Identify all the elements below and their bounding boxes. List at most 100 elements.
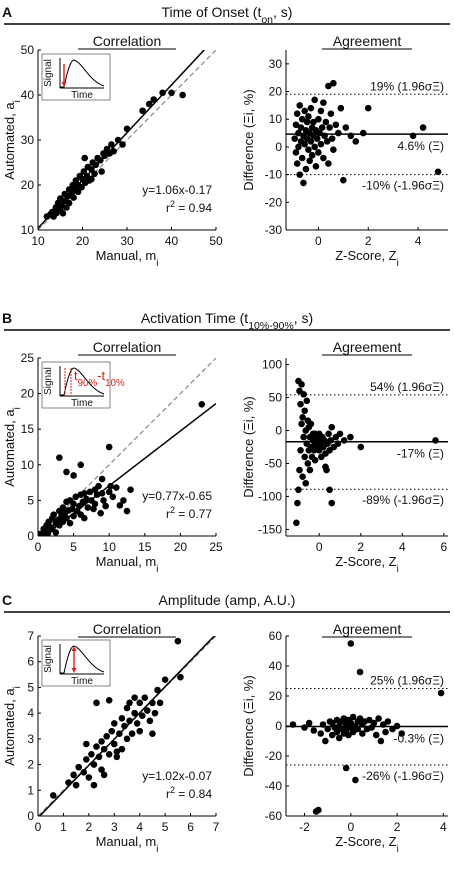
inset-arrow-head [61, 82, 67, 87]
correlation-point [119, 141, 126, 148]
x-tick-label: 5 [162, 820, 169, 834]
agreement-point [298, 420, 305, 428]
correlation-point [136, 727, 144, 735]
agreement-point [318, 124, 326, 131]
agreement-point [322, 118, 330, 126]
fit-equation: y=1.02x-0.07 [142, 769, 212, 783]
correlation-point [146, 717, 154, 725]
agreement-point [359, 129, 367, 137]
correlation-point [90, 781, 98, 789]
correlation-point [121, 722, 128, 730]
panel-title: Time of Onset (ton, s) [162, 4, 293, 26]
agreement-point [311, 430, 319, 438]
y-tick-label: 5 [27, 493, 34, 507]
correlation-point [113, 748, 121, 756]
correlation-point [78, 183, 85, 191]
agreement-point [336, 430, 344, 438]
agreement-point [298, 115, 306, 123]
agreement-point [306, 466, 314, 474]
agreement-point [342, 124, 350, 131]
x-tick-label: 6 [187, 820, 194, 834]
inset-diagram: Signal Time [41, 53, 111, 101]
y-tick-label: 15 [21, 422, 35, 436]
agreement-point [297, 124, 305, 131]
agreement-point [306, 157, 313, 165]
agreement-point [359, 730, 366, 737]
agreement-point [334, 440, 342, 448]
x-tick-label: 3 [111, 820, 118, 834]
agreement-point [323, 138, 331, 145]
correlation-plot: Correlation 0 5 10 15 20 25 0 5 10 15 20 25 Manual, m… [2, 339, 223, 575]
correlation-point [116, 730, 123, 738]
correlation-plot: Correlation 0 1 2 3 4 5 6 7 0 1 2 3 4 5 6 7 Manual, mi Aut… [2, 621, 220, 855]
agreement-point [432, 437, 439, 444]
x-tick-label: 25 [209, 540, 223, 554]
agreement-point [307, 138, 315, 145]
correlation-point [70, 512, 77, 520]
correlation-point [120, 497, 127, 504]
upper-limit-label: 25% (1.96σΞ) [370, 674, 444, 688]
correlation-point [161, 676, 169, 684]
agreement-point [328, 423, 335, 431]
panel-B: B Activation Time (t10%-90%, s) Correlatio… [2, 310, 450, 575]
y-tick-label: 10 [21, 458, 35, 472]
agreement-point [324, 725, 331, 733]
mean-label: -0.3% (Ξ) [394, 731, 444, 745]
agreement-area [286, 640, 448, 815]
agreement-point [398, 730, 406, 737]
x-tick-label: 0 [315, 234, 322, 248]
x-tick-label: 5 [70, 540, 77, 554]
correlation-point [63, 468, 70, 476]
x-tick-label: 0 [316, 540, 323, 554]
agreement-point [292, 121, 300, 129]
y-tick-label: -40 [265, 779, 283, 793]
agreement-plot: Agreement 0 2 4 -30 -20 -10 0 10 20 30 Z-Score, Zi D… [241, 33, 448, 269]
y-tick-label: 60 [269, 629, 283, 643]
y-axis-label: Difference (Ξi, %) [241, 396, 256, 497]
agreement-point [299, 473, 306, 480]
correlation-point [72, 493, 80, 501]
correlation-point [88, 175, 95, 183]
agreement-point [319, 721, 327, 728]
y-axis-label: Automated, ai [2, 100, 23, 180]
panel-letter: C [2, 592, 12, 608]
agreement-point [328, 135, 336, 142]
agreement-point [384, 718, 392, 725]
correlation-point [118, 745, 126, 753]
agreement-point [305, 719, 313, 727]
x-tick-label: 4 [440, 820, 447, 834]
y-tick-label: 20 [269, 689, 283, 703]
x-tick-label: 1 [60, 820, 67, 834]
correlation-point [98, 475, 106, 483]
correlation-point [118, 714, 126, 722]
r-squared: r2 = 0.94 [166, 199, 212, 215]
x-tick-label: 4 [415, 234, 422, 248]
correlation-point [127, 486, 134, 494]
correlation-point [72, 781, 80, 789]
x-tick-label: 0 [347, 820, 354, 834]
correlation-heading: Correlation [93, 621, 161, 637]
agreement-point [349, 713, 357, 721]
inset-arrow-down [71, 668, 77, 673]
correlation-point [59, 504, 67, 511]
agreement-point [322, 463, 329, 471]
inset-xlabel: Time [71, 398, 93, 409]
agreement-point [315, 149, 322, 156]
agreement-point [357, 443, 365, 451]
correlation-point [145, 100, 153, 108]
agreement-point [303, 118, 311, 126]
correlation-point [52, 529, 60, 536]
agreement-point [326, 124, 333, 131]
correlation-point [159, 89, 166, 97]
correlation-point [98, 168, 105, 175]
correlation-point [174, 637, 182, 645]
correlation-point [95, 482, 102, 490]
correlation-point [110, 740, 118, 748]
agreement-point [330, 79, 337, 87]
lower-limit-label: -26% (-1.96σΞ) [362, 769, 444, 783]
agreement-point [295, 143, 302, 151]
agreement-point [335, 734, 343, 742]
y-tick-label: 0 [275, 140, 282, 154]
y-tick-label: 6 [27, 655, 34, 669]
